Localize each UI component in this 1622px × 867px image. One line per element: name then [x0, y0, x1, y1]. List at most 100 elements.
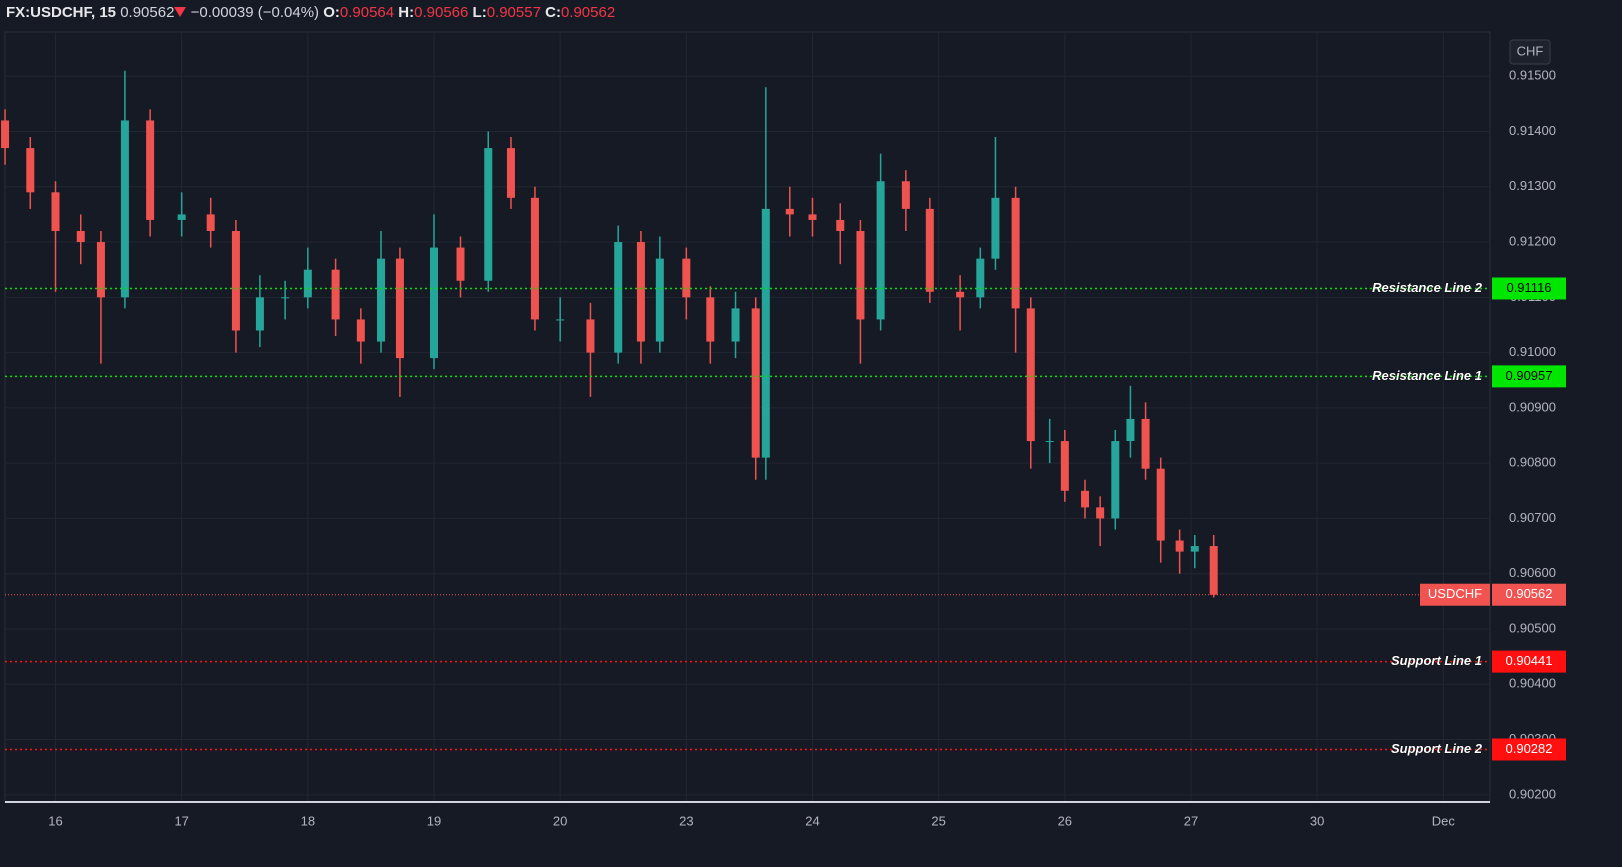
low: 0.90557 — [486, 4, 541, 21]
candle-body — [956, 291, 965, 298]
candle-body — [1060, 441, 1069, 491]
level-badge — [1492, 650, 1566, 673]
candle-body — [614, 242, 623, 353]
level-name: Support Line 2 — [1391, 741, 1483, 756]
candle-body — [96, 242, 105, 298]
y-tick-label: 0.90400 — [1509, 676, 1556, 691]
low-label: L: — [472, 4, 487, 21]
last-price-name-badge — [1420, 583, 1490, 606]
candle-body — [1, 120, 10, 149]
level-badge — [1492, 365, 1566, 388]
high-label: H: — [398, 4, 415, 21]
last-price-value: 0.90562 — [1506, 586, 1553, 601]
y-tick-label: 0.90800 — [1509, 455, 1556, 470]
close-label: C: — [545, 4, 561, 21]
level-price: 0.91116 — [1506, 280, 1551, 295]
candle-body — [1209, 546, 1218, 595]
candle-body — [76, 230, 85, 243]
y-tick-label: 0.91500 — [1509, 68, 1556, 83]
candle-body — [925, 208, 934, 292]
candle-body — [177, 214, 186, 220]
y-tick-label: 0.90900 — [1509, 399, 1556, 414]
last-price-badge — [1492, 583, 1566, 606]
level-badge — [1492, 277, 1566, 300]
change: −0.00039 (−0.04%) — [190, 4, 320, 21]
candle-body — [456, 247, 465, 281]
candle-body — [281, 297, 290, 299]
candle-body — [1126, 418, 1135, 442]
last-price: 0.90562 — [120, 4, 175, 21]
candle-body — [1156, 468, 1165, 541]
symbol: FX:USDCHF, 15 — [6, 4, 117, 21]
x-tick-label: 19 — [427, 813, 441, 828]
candle-body — [785, 208, 794, 215]
candle-body — [556, 319, 565, 321]
candle-body — [1190, 546, 1199, 552]
level-badge — [1492, 738, 1566, 761]
candle-body — [120, 120, 129, 298]
candle-body — [331, 269, 340, 320]
candle-body — [836, 219, 845, 231]
candle-body — [856, 230, 865, 320]
candle-body — [395, 258, 404, 359]
candle-body — [530, 197, 539, 320]
down-arrow — [174, 7, 187, 17]
open-label: O: — [323, 4, 340, 21]
candle-body — [876, 181, 885, 320]
x-tick-label: 26 — [1058, 813, 1072, 828]
x-tick-label: 27 — [1184, 813, 1198, 828]
candle-body — [731, 308, 740, 342]
candle-body — [761, 208, 770, 458]
candle-body — [206, 214, 215, 231]
candle-body — [682, 258, 691, 298]
x-tick-label: 23 — [679, 813, 693, 828]
candle-body — [146, 120, 155, 220]
candle-body — [991, 197, 1000, 259]
candle-body — [1011, 197, 1020, 309]
level-name: Support Line 1 — [1391, 653, 1482, 668]
y-tick-label: 0.90200 — [1509, 786, 1556, 801]
candle-body — [377, 258, 386, 342]
candle-body — [1141, 418, 1150, 469]
level-price: 0.90282 — [1506, 741, 1553, 756]
high: 0.90566 — [414, 4, 469, 21]
header: FX:USDCHF, 15 0.90562 −0.00039 (−0.04%) … — [6, 4, 615, 21]
candle-body — [26, 148, 35, 193]
x-tick-label: 17 — [174, 813, 188, 828]
candle-body — [255, 297, 264, 331]
candle-body — [484, 148, 493, 281]
candle-body — [1175, 540, 1184, 552]
plot-area — [4, 31, 1491, 803]
candle-body — [1081, 490, 1090, 508]
candle-body — [51, 192, 60, 231]
y-tick-label: 0.91200 — [1509, 233, 1556, 248]
candle-body — [506, 148, 515, 198]
y-tick-label: 0.91300 — [1509, 178, 1556, 193]
candle-body — [1026, 308, 1035, 442]
candle-body — [231, 230, 240, 331]
level-name: Resistance Line 2 — [1372, 280, 1483, 295]
candle-body — [1045, 441, 1054, 443]
y-tick-label: 0.90500 — [1509, 620, 1556, 635]
candle-body — [901, 181, 910, 209]
y-tick-label: 0.90600 — [1509, 565, 1556, 580]
candle-body — [303, 269, 312, 298]
y-tick-label: 0.91400 — [1509, 123, 1556, 138]
open: 0.90564 — [339, 4, 395, 21]
x-tick-label: 20 — [553, 813, 567, 828]
level-price: 0.90441 — [1506, 653, 1553, 668]
close: 0.90562 — [560, 4, 616, 21]
candle-body — [636, 242, 645, 342]
candle-body — [808, 214, 817, 220]
candle-body — [430, 247, 439, 359]
x-tick-label: 18 — [301, 813, 315, 828]
candle-body — [751, 308, 760, 458]
x-tick-label: 30 — [1310, 813, 1324, 828]
currency-box — [1509, 39, 1551, 65]
level-name: Resistance Line 1 — [1372, 368, 1482, 383]
candle-body — [1096, 507, 1105, 519]
currency: CHF — [1517, 43, 1544, 58]
candle-body — [356, 319, 365, 342]
x-tick-label: 25 — [931, 813, 945, 828]
